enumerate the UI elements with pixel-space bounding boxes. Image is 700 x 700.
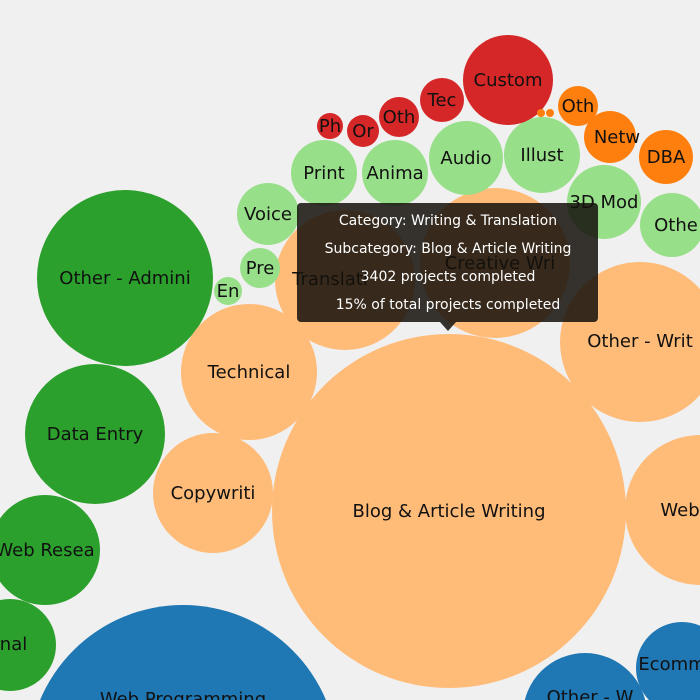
bubble <box>37 190 213 366</box>
bubble <box>214 277 242 305</box>
bubble <box>347 115 379 147</box>
tooltip-line: Subcategory: Blog & Article Writing <box>325 241 572 257</box>
bubble <box>625 435 700 585</box>
bubble <box>504 117 580 193</box>
bubble-label: Web Resea <box>0 540 95 561</box>
bubble <box>0 599 56 691</box>
tooltip-arrow <box>440 322 456 331</box>
bubble-label: Web Programming <box>100 689 266 700</box>
tooltip-box <box>297 203 598 322</box>
bubble-label: Technical <box>207 362 291 383</box>
tooltip-line: Category: Writing & Translation <box>339 213 557 229</box>
bubble <box>153 433 273 553</box>
bubble <box>524 653 646 700</box>
bubble-label: Tec <box>427 90 457 111</box>
bubble <box>429 121 503 195</box>
bubble-label: Anima <box>366 163 423 184</box>
bubble <box>463 35 553 125</box>
bubble <box>558 86 598 126</box>
bubble <box>640 193 700 257</box>
bubble-label: Oth <box>562 96 595 117</box>
bubble-label: Copywriti <box>171 483 256 504</box>
tooltip-line: 15% of total projects completed <box>336 297 561 313</box>
bubble <box>546 109 554 117</box>
bubble-label: En <box>217 281 240 302</box>
bubble-label: Audio <box>440 148 491 169</box>
bubble <box>272 334 626 688</box>
bubble-label: Print <box>303 163 344 184</box>
bubble <box>639 130 693 184</box>
bubble <box>584 111 636 163</box>
bubble-label: Netw <box>594 127 640 148</box>
bubble-label: Ph <box>319 116 341 137</box>
bubble <box>240 248 280 288</box>
bubble <box>420 78 464 122</box>
bubble-label: Pre <box>246 258 275 279</box>
bubble-label: Other - Writ <box>587 331 693 352</box>
bubble-label: Othe <box>654 215 698 236</box>
bubble <box>40 605 326 700</box>
bubble <box>362 140 428 206</box>
bubble-label: Blog & Article Writing <box>352 501 545 522</box>
tooltip-line: 3402 projects completed <box>361 269 536 285</box>
bubble <box>317 113 343 139</box>
bubble-label: Data Entry <box>47 424 144 445</box>
bubble <box>25 364 165 504</box>
bubble-label: Voice <box>244 204 292 225</box>
tooltip: Category: Writing & Translation Subcateg… <box>297 203 598 331</box>
bubble-label: Custom <box>474 70 543 91</box>
bubble <box>181 304 317 440</box>
bubble <box>237 183 299 245</box>
bubble-label: Other - Admini <box>59 268 190 289</box>
bubble-label: onal <box>0 634 27 655</box>
bubble-label: Ecomm <box>638 654 700 675</box>
bubble-label: DBA <box>647 147 686 168</box>
bubble <box>537 109 545 117</box>
bubble <box>379 97 419 137</box>
bubble <box>0 495 100 605</box>
bubble-label: Other - W <box>547 687 634 700</box>
bubble-label: Web <box>660 500 699 521</box>
bubble-label: Oth <box>383 107 416 128</box>
bubble <box>636 622 700 700</box>
bubble-label: Illust <box>520 145 563 166</box>
bubble <box>291 140 357 206</box>
bubble-label: Or <box>352 121 374 142</box>
